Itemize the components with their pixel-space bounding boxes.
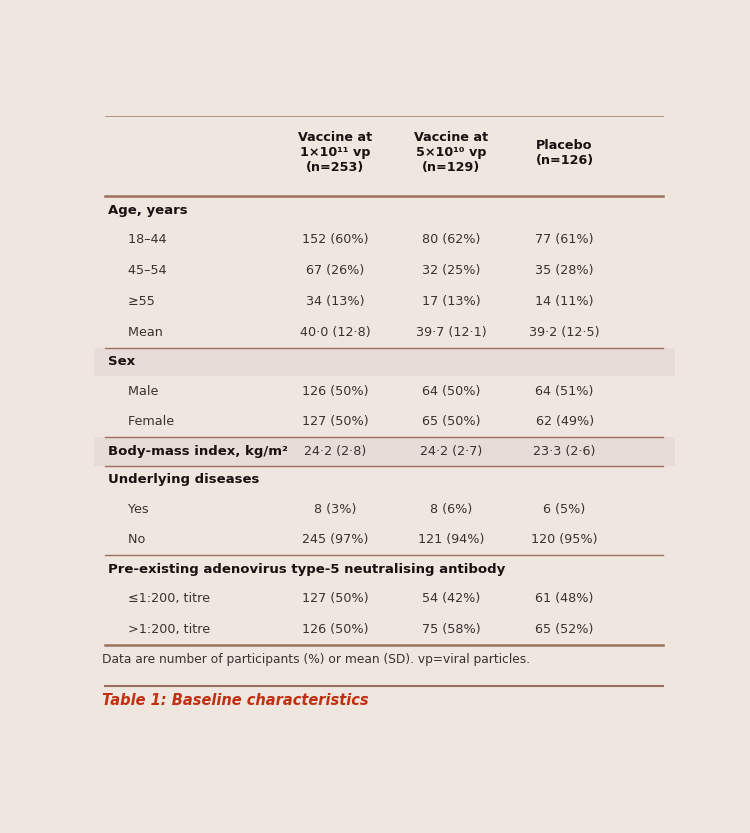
Bar: [94, 376, 675, 407]
Text: Female: Female: [120, 416, 174, 428]
Text: 40·0 (12·8): 40·0 (12·8): [300, 326, 370, 339]
Text: ≤1:200, titre: ≤1:200, titre: [120, 592, 210, 606]
Text: 77 (61%): 77 (61%): [536, 233, 594, 247]
Text: 23·3 (2·6): 23·3 (2·6): [533, 445, 596, 458]
Text: Table 1: Baseline characteristics: Table 1: Baseline characteristics: [103, 693, 369, 708]
Text: 18–44: 18–44: [120, 233, 166, 247]
Bar: [94, 407, 675, 437]
Text: Pre-existing adenovirus type-5 neutralising antibody: Pre-existing adenovirus type-5 neutralis…: [108, 563, 506, 576]
Text: 64 (50%): 64 (50%): [422, 385, 481, 397]
Bar: [94, 317, 675, 347]
Text: 65 (50%): 65 (50%): [422, 416, 481, 428]
Text: Placebo
(n=126): Placebo (n=126): [536, 139, 594, 167]
Text: Vaccine at
5×10¹⁰ vp
(n=129): Vaccine at 5×10¹⁰ vp (n=129): [414, 132, 488, 174]
Text: 152 (60%): 152 (60%): [302, 233, 368, 247]
Text: 54 (42%): 54 (42%): [422, 592, 480, 606]
Text: 61 (48%): 61 (48%): [536, 592, 594, 606]
Text: Underlying diseases: Underlying diseases: [108, 473, 260, 486]
Text: ≥55: ≥55: [120, 295, 154, 308]
Bar: [94, 286, 675, 317]
Text: 8 (6%): 8 (6%): [430, 502, 472, 516]
Bar: [94, 584, 675, 615]
Text: 75 (58%): 75 (58%): [422, 623, 481, 636]
Text: Age, years: Age, years: [108, 204, 188, 217]
Text: 24·2 (2·8): 24·2 (2·8): [304, 445, 366, 458]
Text: Male: Male: [120, 385, 158, 397]
Text: >1:200, titre: >1:200, titre: [120, 623, 210, 636]
Text: 126 (50%): 126 (50%): [302, 623, 368, 636]
Text: 24·2 (2·7): 24·2 (2·7): [420, 445, 482, 458]
Text: 127 (50%): 127 (50%): [302, 592, 368, 606]
Bar: [94, 437, 675, 466]
Text: 14 (11%): 14 (11%): [536, 295, 594, 308]
Text: 17 (13%): 17 (13%): [422, 295, 481, 308]
Text: 120 (95%): 120 (95%): [531, 533, 598, 546]
Bar: [94, 494, 675, 525]
Text: Sex: Sex: [108, 355, 136, 368]
Text: 126 (50%): 126 (50%): [302, 385, 368, 397]
Text: 32 (25%): 32 (25%): [422, 264, 481, 277]
Text: 39·7 (12·1): 39·7 (12·1): [416, 326, 487, 339]
Text: 245 (97%): 245 (97%): [302, 533, 368, 546]
Text: 127 (50%): 127 (50%): [302, 416, 368, 428]
Bar: [94, 224, 675, 255]
Text: 62 (49%): 62 (49%): [536, 416, 594, 428]
Bar: [94, 347, 675, 376]
Bar: [94, 466, 675, 494]
Bar: [94, 615, 675, 646]
Text: 121 (94%): 121 (94%): [418, 533, 484, 546]
Bar: [94, 525, 675, 556]
Text: 6 (5%): 6 (5%): [544, 502, 586, 516]
Bar: [94, 116, 675, 197]
Bar: [94, 556, 675, 584]
Text: 65 (52%): 65 (52%): [536, 623, 594, 636]
Text: Yes: Yes: [120, 502, 148, 516]
Text: 64 (51%): 64 (51%): [536, 385, 594, 397]
Text: Body-mass index, kg/m²: Body-mass index, kg/m²: [108, 445, 288, 458]
Text: 35 (28%): 35 (28%): [536, 264, 594, 277]
Bar: [94, 255, 675, 286]
Text: Data are number of participants (%) or mean (SD). vp=viral particles.: Data are number of participants (%) or m…: [103, 653, 530, 666]
Text: 39·2 (12·5): 39·2 (12·5): [530, 326, 600, 339]
Text: Mean: Mean: [120, 326, 163, 339]
Text: 45–54: 45–54: [120, 264, 166, 277]
Text: 8 (3%): 8 (3%): [314, 502, 356, 516]
Text: Vaccine at
1×10¹¹ vp
(n=253): Vaccine at 1×10¹¹ vp (n=253): [298, 132, 372, 174]
Text: 80 (62%): 80 (62%): [422, 233, 481, 247]
Text: 67 (26%): 67 (26%): [306, 264, 364, 277]
Bar: [94, 197, 675, 224]
Text: 34 (13%): 34 (13%): [306, 295, 364, 308]
Text: No: No: [120, 533, 146, 546]
